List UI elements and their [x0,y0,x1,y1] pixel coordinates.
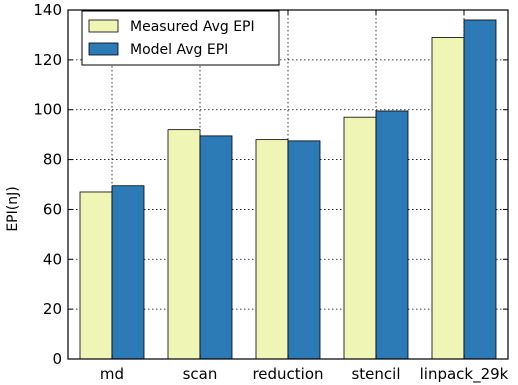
bar-measured [255,139,289,360]
bar-measured [79,191,113,360]
y-tick-label: 0 [52,350,62,368]
bar-measured [343,116,377,360]
y-tick-label: 40 [43,250,62,268]
legend-label-model: Model Avg EPI [130,42,228,58]
y-axis-label: EPI(nJ) [5,186,21,231]
bar-measured [431,37,465,360]
x-tick-label: scan [183,365,218,383]
bar-model [111,185,145,360]
y-tick-labels: 0 20 40 60 80 100 120 140 [33,1,62,368]
x-tick-label: reduction [252,365,323,383]
bars [79,19,497,360]
legend-swatch-model [88,42,119,56]
legend-label-measured: Measured Avg EPI [130,19,255,35]
x-tick-label: stencil [351,365,400,383]
legend-swatch-measured [88,19,119,33]
bar-measured [167,129,201,360]
bar-model [375,110,409,360]
y-tick-label: 100 [33,101,62,119]
y-tick-label: 120 [33,51,62,69]
y-tick-label: 80 [43,151,62,169]
legend: Measured Avg EPI Model Avg EPI [81,10,280,66]
bar-model [463,19,497,360]
y-tick-label: 20 [43,300,62,318]
x-tick-label: md [100,365,124,383]
x-tick-labels: md scan reduction stencil linpack_29k [100,365,509,384]
y-tick-label: 140 [33,1,62,19]
y-tick-label: 60 [43,200,62,218]
bar-model [287,140,321,360]
bar-model [199,135,233,360]
x-tick-label: linpack_29k [420,365,509,384]
